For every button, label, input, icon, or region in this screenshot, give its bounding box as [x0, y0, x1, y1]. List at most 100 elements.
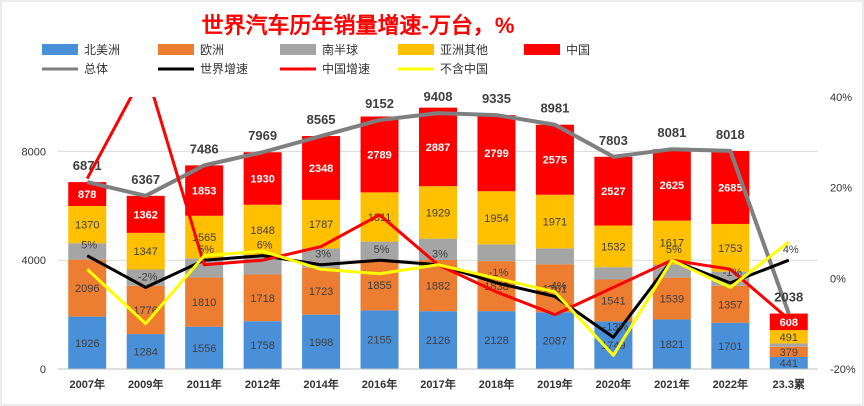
bar-北美洲-4	[302, 314, 341, 369]
bar-欧洲-11	[711, 285, 750, 323]
segment-label-中国-12: 608	[780, 317, 798, 329]
segment-label-北美洲-4: 1998	[309, 337, 333, 349]
segment-label-欧洲-11: 1357	[718, 299, 742, 311]
bar-亚洲其他-5	[360, 192, 399, 242]
legend-swatch-中国	[524, 44, 560, 55]
right-tick--20%: -20%	[830, 364, 856, 376]
chart-title: 世界汽车历年销量增速-万台，%	[202, 13, 515, 38]
segment-label-中国-11: 2685	[718, 182, 742, 194]
bar-亚洲其他-9	[594, 225, 633, 268]
segment-label-欧洲-3: 1718	[250, 293, 274, 305]
bar-南半球-6	[419, 238, 457, 260]
segment-label-亚洲其他-4: 1787	[309, 219, 333, 231]
segment-label-北美洲-8: 2087	[543, 336, 567, 348]
segment-label-中国-8: 2575	[543, 155, 567, 167]
bar-欧洲-10	[652, 277, 691, 320]
segment-label-亚洲其他-10: 1617	[660, 238, 684, 250]
bar-中国-9	[594, 156, 633, 226]
segment-label-欧洲-9: 1541	[601, 295, 625, 307]
legend-label-亚洲其他: 亚洲其他	[440, 43, 488, 57]
segment-label-欧洲-8: 1761	[543, 283, 567, 295]
x-tick-9: 2020年	[596, 377, 631, 391]
bar-南半球-0	[68, 243, 107, 260]
bar-欧洲-4	[302, 267, 341, 315]
segment-label-北美洲-6: 2126	[426, 335, 450, 347]
bar-北美洲-1	[126, 334, 165, 369]
segment-label-北美洲-0: 1926	[75, 338, 99, 350]
x-tick-12: 23.3累	[773, 378, 805, 391]
growth-label-0: 5%	[81, 240, 97, 252]
bar-北美洲-11	[711, 322, 750, 369]
bar-中国-1	[126, 195, 165, 233]
segment-label-欧洲-0: 2096	[75, 283, 99, 295]
legend-swatch-南半球	[280, 44, 316, 55]
right-tick-20%: 20%	[830, 183, 852, 195]
bar-中国-7	[477, 115, 516, 192]
total-label-7: 9335	[482, 91, 511, 106]
segment-label-亚洲其他-8: 1971	[543, 217, 567, 229]
bar-亚洲其他-1	[126, 232, 165, 270]
bar-中国-6	[419, 107, 457, 187]
segment-label-北美洲-12: 441	[780, 358, 798, 370]
bar-南半球-12	[769, 343, 808, 347]
segment-label-中国-5: 2789	[367, 149, 391, 161]
total-label-3: 7969	[248, 128, 277, 143]
bar-北美洲-6	[419, 311, 457, 369]
segment-label-亚洲其他-0: 1370	[75, 220, 99, 232]
growth-label-9: -13%	[603, 321, 629, 333]
segment-label-欧洲-1: 1776	[133, 305, 157, 317]
total-line	[86, 111, 791, 315]
growth-label-3: 6%	[257, 240, 273, 252]
growth-label-11: -1%	[723, 267, 743, 279]
total-label-2: 7486	[190, 141, 219, 156]
segment-label-中国-3: 1930	[250, 173, 274, 185]
bar-北美洲-10	[652, 319, 691, 369]
growth-label-2: 5%	[198, 244, 214, 256]
bar-亚洲其他-10	[652, 220, 691, 265]
segment-label-中国-10: 2625	[660, 180, 684, 192]
left-tick-4000: 4000	[22, 255, 46, 267]
total-label-12: 2038	[774, 290, 803, 305]
segment-label-亚洲其他-1: 1347	[133, 246, 157, 258]
bar-欧洲-2	[185, 277, 224, 327]
bar-北美洲-7	[477, 311, 516, 369]
segment-label-欧洲-5: 1855	[367, 280, 391, 292]
growth-label-7: -1%	[489, 267, 509, 279]
x-tick-3: 2012年	[245, 377, 280, 391]
x-tick-10: 2021年	[654, 377, 689, 391]
segment-label-亚洲其他-9: 1532	[601, 241, 625, 253]
segment-label-欧洲-4: 1723	[309, 286, 333, 298]
growth-label-12: 4%	[783, 244, 799, 256]
bar-亚洲其他-6	[419, 186, 457, 239]
bar-欧洲-0	[68, 259, 107, 317]
bar-南半球-7	[477, 244, 516, 262]
bar-欧洲-12	[769, 346, 808, 358]
bar-北美洲-5	[360, 310, 399, 369]
total-label-8: 8981	[540, 101, 569, 116]
segment-label-亚洲其他-6: 1929	[426, 207, 450, 219]
segment-label-北美洲-3: 1758	[250, 340, 274, 352]
total-label-1: 6367	[131, 172, 160, 187]
bar-北美洲-3	[243, 321, 282, 369]
bar-北美洲-0	[68, 316, 107, 369]
legend-swatch-欧洲	[158, 44, 194, 55]
x-tick-4: 2014年	[303, 377, 338, 391]
growth-label-4: 3%	[315, 249, 331, 261]
x-tick-11: 2022年	[713, 377, 748, 391]
bar-北美洲-8	[535, 312, 574, 369]
bar-北美洲-2	[185, 326, 224, 369]
bar-南半球-8	[535, 248, 574, 265]
total-label-6: 9408	[424, 89, 453, 104]
segment-label-欧洲-6: 1882	[426, 281, 450, 293]
segment-label-亚洲其他-3: 1848	[250, 225, 274, 237]
bar-亚洲其他-7	[477, 191, 516, 245]
segment-label-北美洲-11: 1701	[718, 341, 742, 353]
segment-label-欧洲-2: 1810	[192, 297, 216, 309]
legend-swatch-亚洲其他	[398, 44, 434, 55]
growth-label-8: -4%	[547, 280, 567, 292]
segment-label-北美洲-7: 2128	[484, 335, 508, 347]
bar-亚洲其他-0	[68, 205, 107, 244]
legend-swatch-北美洲	[42, 44, 78, 55]
